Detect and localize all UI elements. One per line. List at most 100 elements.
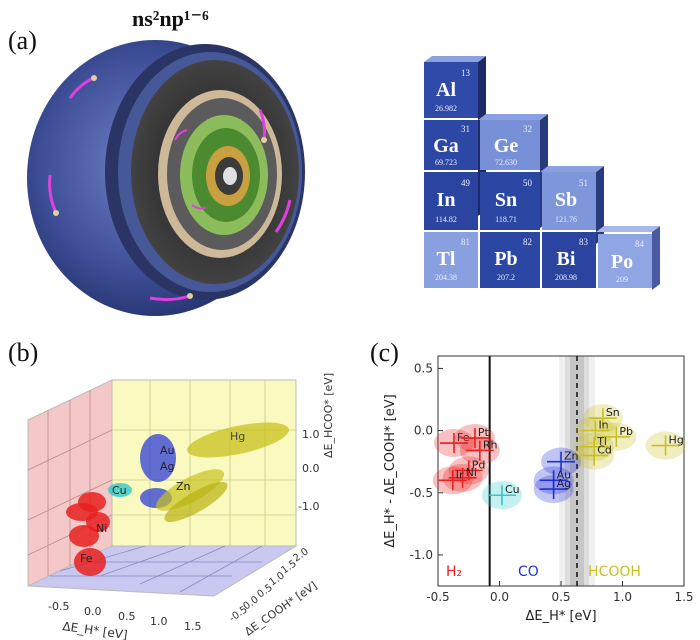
- svg-text:Tl: Tl: [437, 248, 456, 270]
- x-tick-label: -0.5: [426, 590, 449, 604]
- svg-text:31: 31: [461, 124, 470, 134]
- point-rh: Rh: [459, 436, 500, 465]
- x-tick-label: 1.0: [613, 590, 632, 604]
- point-pt: Pt: [454, 424, 495, 453]
- y-tick-label: -0.5: [410, 486, 433, 500]
- blob-zn: [155, 469, 228, 522]
- svg-text:72.630: 72.630: [495, 158, 517, 167]
- region-label-co: CO: [518, 564, 539, 580]
- svg-text:121.76: 121.76: [555, 215, 577, 224]
- panel-b-3d-plot: Hg Au Ag Cu Zn Fe Ni 1.0 0.0 -1.0 ΔE_HCO…: [27, 373, 335, 640]
- region-label-hcooh: HCOOH: [588, 564, 641, 580]
- svg-text:1.5: 1.5: [184, 620, 202, 633]
- svg-text:118.71: 118.71: [495, 215, 517, 224]
- blob-au: [140, 434, 176, 482]
- blob-hg: [187, 422, 289, 458]
- svg-text:0.0: 0.0: [302, 462, 320, 475]
- element-cell-tl: 81 Tl 204.38: [424, 232, 478, 288]
- svg-text:209: 209: [616, 275, 628, 284]
- svg-text:1.0: 1.0: [302, 428, 320, 441]
- svg-text:Ge: Ge: [494, 135, 519, 157]
- svg-text:Sn: Sn: [606, 406, 620, 419]
- panel-c-xlabel: ΔE_H* [eV]: [525, 609, 596, 624]
- svg-text:Cd: Cd: [597, 443, 612, 456]
- point-cd: Cd: [574, 441, 615, 470]
- svg-text:204.38: 204.38: [435, 273, 457, 282]
- svg-text:Al: Al: [436, 79, 456, 101]
- svg-text:Cu: Cu: [505, 483, 520, 496]
- svg-text:207.2: 207.2: [497, 273, 515, 282]
- svg-text:0.0: 0.0: [84, 605, 102, 618]
- axis-ticks: -0.5 0.0 0.5 1.0 1.5 0.5 0.0 -0.5 -1.0: [410, 361, 694, 604]
- panel-a-label: (a): [8, 26, 37, 55]
- svg-text:Pb: Pb: [494, 248, 517, 270]
- element-cell-ga: 31 Ga 69.723: [424, 120, 478, 170]
- label-hg: Hg: [230, 430, 245, 443]
- svg-text:Pb: Pb: [619, 425, 633, 438]
- svg-text:114.82: 114.82: [435, 215, 457, 224]
- point-zn: Zn: [541, 447, 581, 476]
- label-zn: Zn: [176, 480, 191, 493]
- svg-text:50: 50: [523, 178, 533, 188]
- svg-text:Ga: Ga: [433, 135, 459, 157]
- svg-text:208.98: 208.98: [555, 273, 577, 282]
- svg-text:32: 32: [523, 124, 532, 134]
- element-cell-pb: 82 Pb 207.2: [480, 232, 540, 288]
- point-fe: Fe: [433, 429, 474, 458]
- electron-config-title: ns²np¹⁻⁶: [132, 6, 209, 31]
- svg-text:81: 81: [461, 237, 470, 247]
- svg-text:Au: Au: [557, 468, 572, 481]
- label-ag: Ag: [160, 460, 175, 473]
- point-ag: Ag: [533, 475, 574, 504]
- svg-text:Tl: Tl: [596, 435, 607, 448]
- svg-text:In: In: [598, 419, 608, 432]
- svg-text:69.723: 69.723: [435, 158, 457, 167]
- svg-text:Sn: Sn: [495, 189, 517, 211]
- svg-text:0.5: 0.5: [118, 610, 136, 623]
- svg-text:1.0: 1.0: [150, 615, 168, 628]
- svg-text:Zn: Zn: [564, 450, 579, 463]
- blob-h2-group: [66, 492, 110, 576]
- label-au: Au: [160, 444, 175, 457]
- svg-text:-0.5: -0.5: [48, 600, 69, 613]
- label-fe: Fe: [80, 552, 93, 565]
- panel-c-ylabel: ΔE_H* - ΔE_COOH* [eV]: [383, 394, 398, 547]
- svg-text:49: 49: [461, 178, 471, 188]
- svg-text:83: 83: [579, 237, 589, 247]
- element-cell-po: 84 Po 209: [598, 234, 652, 288]
- point-sn: Sn: [582, 404, 623, 433]
- svg-text:Hg: Hg: [669, 434, 684, 447]
- y-tick-label: -1.0: [410, 548, 433, 562]
- y-tick-label: 0.5: [414, 361, 433, 375]
- svg-text:-1.0: -1.0: [298, 500, 319, 513]
- point-ir: Ir: [432, 466, 473, 495]
- svg-text:26.982: 26.982: [435, 104, 457, 113]
- panel-a-graphics: [27, 40, 660, 316]
- y-tick-label: 0.0: [414, 424, 433, 438]
- element-cell-al: 13 Al 26.982: [424, 62, 478, 118]
- atom-shell-model: [27, 40, 305, 316]
- panel-c-label: (c): [370, 338, 399, 367]
- label-cu: Cu: [112, 484, 127, 497]
- periodic-table-cells: 13 Al 26.982 31 Ga 69.723 32 Ge 72.630 4…: [424, 62, 652, 288]
- svg-text:82: 82: [523, 237, 532, 247]
- svg-text:Rh: Rh: [483, 438, 498, 451]
- panel-b-ylabel: ΔE_COOH* [eV]: [242, 579, 319, 638]
- region-label-h2: H₂: [446, 564, 462, 580]
- svg-text:Ir: Ir: [456, 468, 464, 481]
- element-cell-sb: 51 Sb 121.76: [542, 172, 596, 230]
- label-ni: Ni: [96, 522, 107, 535]
- panel-b-zlabel: ΔE_HCOO* [eV]: [322, 373, 335, 458]
- blob-cu: [108, 483, 132, 497]
- svg-text:In: In: [437, 189, 456, 211]
- svg-text:Pd: Pd: [472, 458, 486, 471]
- svg-text:84: 84: [635, 239, 645, 249]
- svg-text:Bi: Bi: [557, 248, 576, 270]
- point-hg: Hg: [645, 431, 686, 460]
- svg-text:Sb: Sb: [555, 189, 577, 211]
- svg-text:Ag: Ag: [557, 477, 572, 490]
- point-cu: Cu: [481, 481, 522, 510]
- svg-text:Po: Po: [611, 251, 633, 273]
